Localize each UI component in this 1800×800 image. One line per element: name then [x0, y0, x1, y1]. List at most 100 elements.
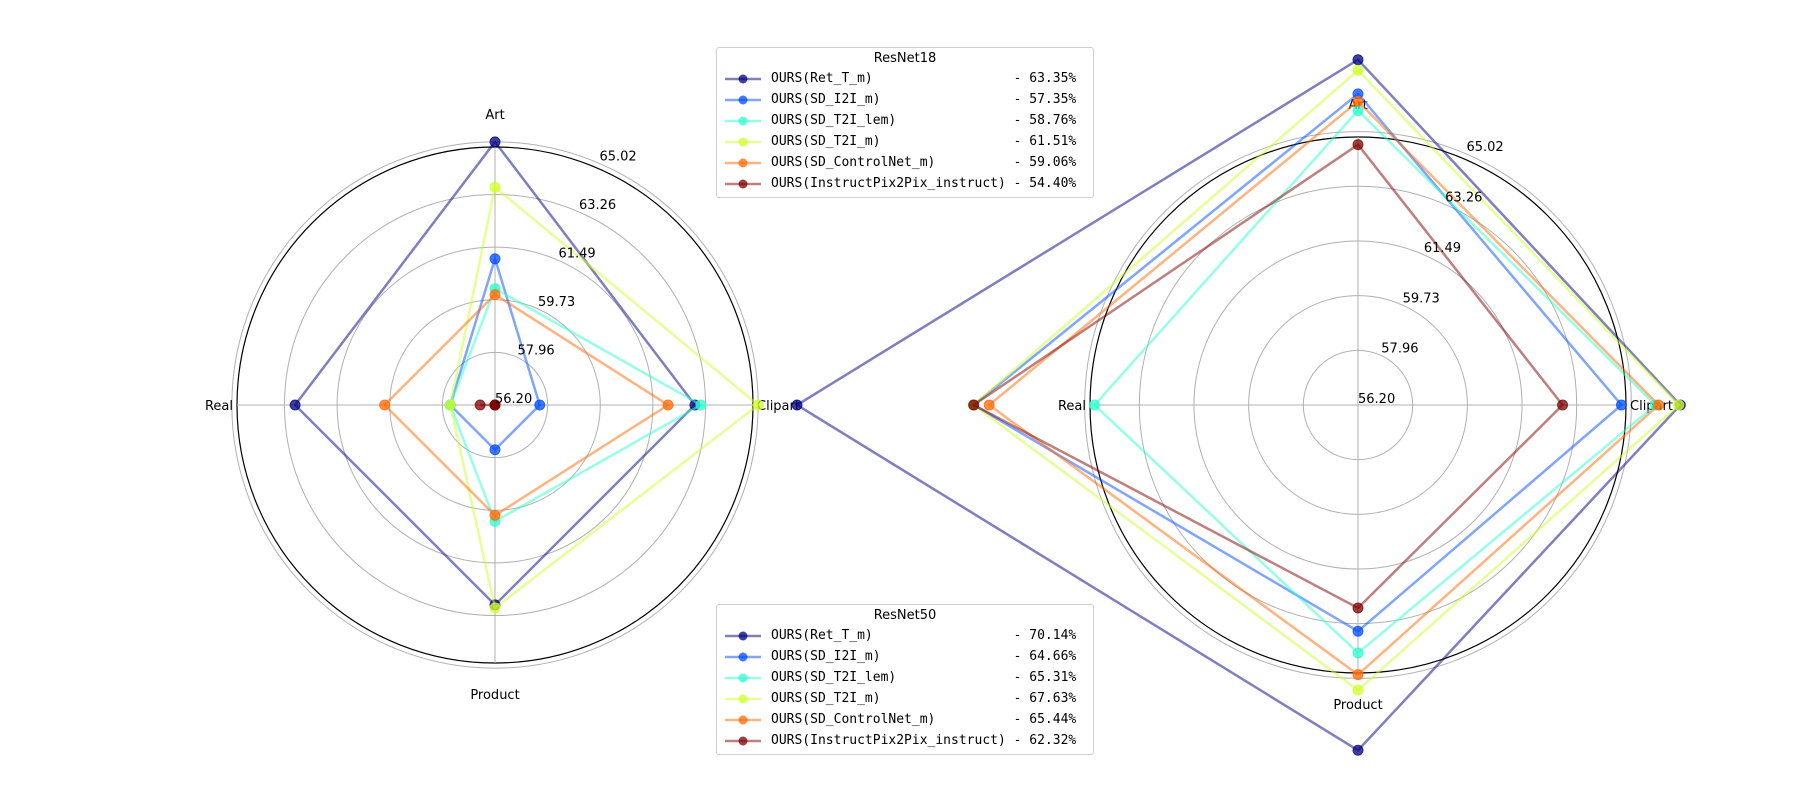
radial-tick-label: 63.26: [579, 198, 616, 213]
legend-series-value: 67.63%: [1029, 691, 1077, 706]
legend-marker: [725, 179, 761, 188]
series-point: [489, 136, 501, 148]
legend-series-value: 54.40%: [1029, 176, 1077, 191]
series-three: [1089, 105, 1662, 659]
legend-entry: OURS(Ret_T_m) - 63.35%: [723, 68, 1087, 89]
radial-tick-label: 59.73: [538, 295, 575, 310]
series-point: [489, 289, 501, 301]
legend-series-value: 58.76%: [1029, 113, 1077, 128]
legend-entry: OURS(SD_ControlNet_m) - 65.44%: [723, 709, 1087, 730]
legend-marker: [725, 116, 761, 125]
legend-marker: [725, 652, 761, 661]
radial-tick-label: 65.02: [1466, 140, 1503, 155]
axis-label-product: Product: [1333, 698, 1382, 713]
series-point: [1352, 95, 1364, 107]
legend-entry: OURS(SD_T2I_m) - 67.63%: [723, 688, 1087, 709]
radial-tick-label: 57.96: [1381, 342, 1418, 357]
legend-series-name: OURS(SD_T2I_m) -: [771, 134, 1030, 149]
legend-title: ResNet50: [873, 608, 937, 623]
series-point: [534, 399, 546, 411]
legend-entry: OURS(SD_ControlNet_m) - 59.06%: [723, 152, 1087, 173]
series-point: [752, 399, 764, 411]
series-two: [444, 253, 546, 456]
legend-entry: OURS(InstructPix2Pix_instruct) - 62.32%: [723, 730, 1087, 751]
radial-tick-label: 56.20: [1358, 392, 1395, 407]
series-point: [1352, 54, 1364, 66]
series-point: [379, 399, 391, 411]
legend-series-value: 57.35%: [1029, 92, 1077, 107]
radar-chart-resnet50: ArtClipartProductReal56.2057.9659.7361.4…: [791, 54, 1686, 756]
legend-series-value: 61.51%: [1029, 134, 1077, 149]
legend-series-value: 59.06%: [1029, 155, 1077, 170]
legend-series-name: OURS(SD_T2I_lem) -: [771, 670, 1030, 685]
series-five: [983, 95, 1665, 681]
series-point: [1653, 399, 1665, 411]
radial-tick-label: 61.49: [558, 247, 595, 262]
series-four: [444, 181, 764, 614]
legend-series-name: OURS(InstructPix2Pix_instruct) -: [771, 733, 1030, 748]
series-point: [474, 399, 486, 411]
series-point: [444, 399, 456, 411]
legend-series-value: 62.32%: [1029, 733, 1077, 748]
series-point: [489, 253, 501, 265]
series-six: [474, 399, 501, 411]
axis-label-real: Real: [1058, 399, 1086, 414]
legend-marker: [725, 95, 761, 104]
series-point: [489, 399, 501, 411]
legend-entry: OURS(SD_I2I_m) - 57.35%: [723, 89, 1087, 110]
legend-marker: [725, 694, 761, 703]
legend-entry: OURS(SD_T2I_lem) - 65.31%: [723, 667, 1087, 688]
legend-series-name: OURS(SD_I2I_m) -: [771, 92, 1030, 107]
radial-tick-label: 63.26: [1445, 191, 1482, 206]
legend-marker: [725, 736, 761, 745]
legend-marker: [725, 631, 761, 640]
legend-series-name: OURS(Ret_T_m) -: [771, 628, 1030, 643]
series-point: [791, 399, 803, 411]
series-point: [1352, 684, 1364, 696]
series-point: [1352, 602, 1364, 614]
legend-series-value: 70.14%: [1029, 628, 1077, 643]
series-point: [1352, 139, 1364, 151]
series-point: [1673, 399, 1685, 411]
radial-tick-label: 59.73: [1403, 291, 1440, 306]
series-point: [983, 399, 995, 411]
legend-resnet50: ResNet50 OURS(Ret_T_m) - 70.14% OURS(SD_I…: [716, 604, 1094, 755]
legend-entry: OURS(SD_I2I_m) - 64.66%: [723, 646, 1087, 667]
legend-marker: [725, 673, 761, 682]
series-point: [1557, 399, 1569, 411]
series-point: [695, 399, 707, 411]
axis-label-product: Product: [470, 688, 519, 703]
series-point: [1352, 647, 1364, 659]
legend-series-name: OURS(SD_T2I_m) -: [771, 691, 1030, 706]
series-point: [1352, 625, 1364, 637]
legend-series-name: OURS(SD_ControlNet_m) -: [771, 712, 1030, 727]
radar-chart-resnet18: Art Clipart Product Real 56.20 57.96 59.73 61.4…: [205, 108, 800, 703]
series-point: [289, 399, 301, 411]
axis-label-clipart: Clipart: [757, 399, 800, 414]
axis-label-art: Art: [485, 108, 504, 123]
legend-series-value: 64.66%: [1029, 649, 1077, 664]
legend-series-name: OURS(Ret_T_m) -: [771, 71, 1030, 86]
radial-tick-label: 57.96: [517, 344, 554, 359]
series-point: [489, 444, 501, 456]
legend-marker: [725, 137, 761, 146]
series-point: [1352, 64, 1364, 76]
series-point: [489, 509, 501, 521]
legend-series-value: 65.31%: [1029, 670, 1077, 685]
series-line: [971, 142, 1565, 610]
legend-entry: OURS(Ret_T_m) - 70.14%: [723, 625, 1087, 646]
series-point: [1089, 399, 1101, 411]
series-point: [1352, 669, 1364, 681]
legend-entry: OURS(InstructPix2Pix_instruct) - 54.40%: [723, 173, 1087, 194]
legend-series-name: OURS(SD_T2I_lem) -: [771, 113, 1030, 128]
series-five: [379, 289, 674, 521]
series-point: [968, 399, 980, 411]
legend-entry: OURS(SD_T2I_m) - 61.51%: [723, 131, 1087, 152]
legend-series-name: OURS(SD_I2I_m) -: [771, 649, 1030, 664]
radial-tick-label: 65.02: [599, 150, 636, 165]
series-line: [1092, 108, 1658, 655]
legend-marker: [725, 158, 761, 167]
series-point: [1352, 744, 1364, 756]
series-point: [1615, 399, 1627, 411]
series-point: [489, 181, 501, 193]
